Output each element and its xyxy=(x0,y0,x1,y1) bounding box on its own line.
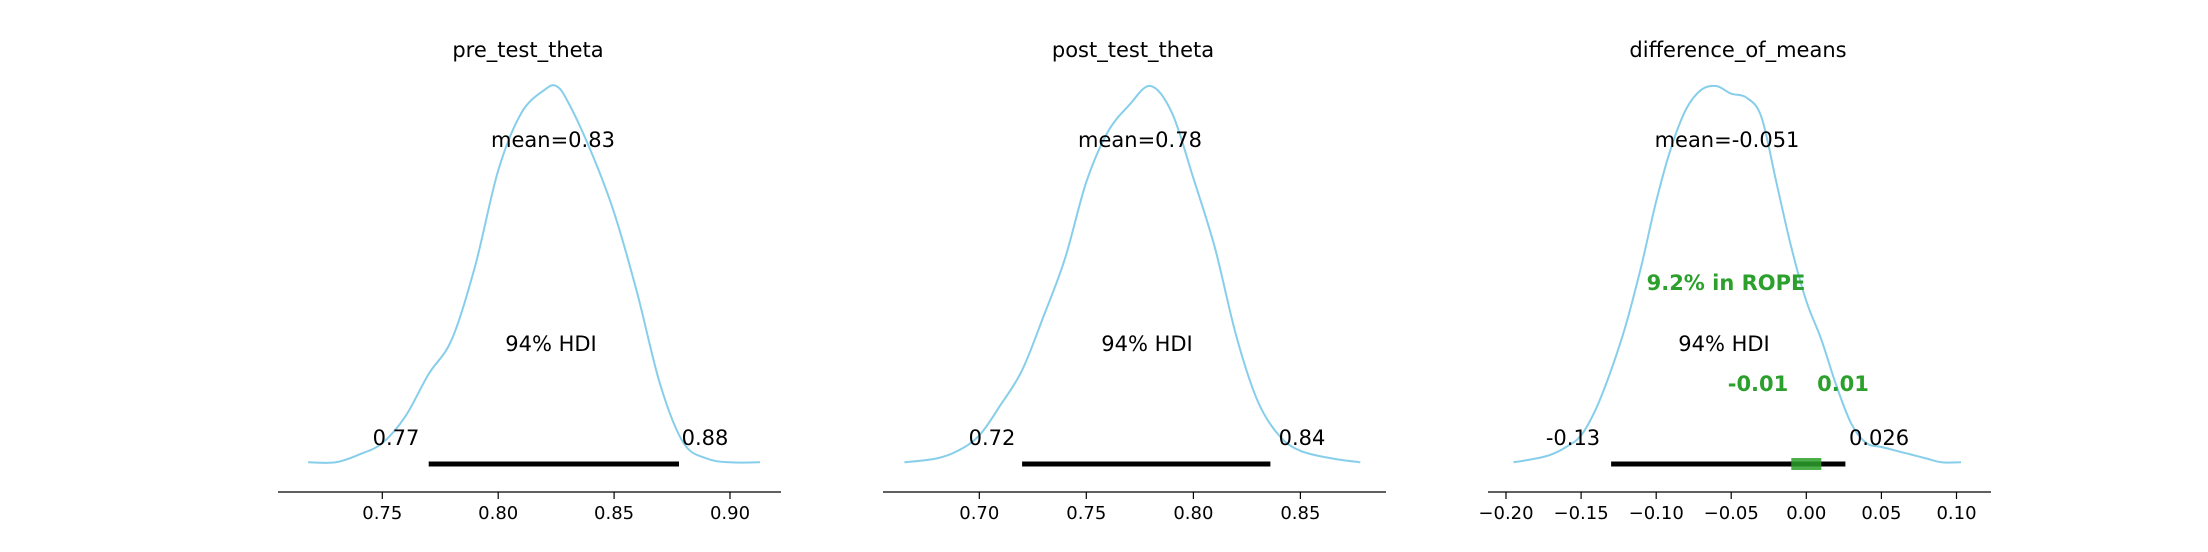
x-tick-label: 0.00 xyxy=(1786,503,1826,524)
hdi-label: 94% HDI xyxy=(1101,332,1193,356)
rope-high-label: 0.01 xyxy=(1817,372,1869,396)
x-tick-label: 0.80 xyxy=(1173,503,1213,524)
panel-title: difference_of_means xyxy=(1629,38,1846,63)
x-tick-label: 0.75 xyxy=(362,503,402,524)
hdi-label: 94% HDI xyxy=(1678,332,1770,356)
rope-low-label: -0.01 xyxy=(1728,372,1789,396)
x-tick-label: 0.10 xyxy=(1936,503,1976,524)
panel-title: pre_test_theta xyxy=(452,38,603,63)
x-axis-ticks: 0.75 0.80 0.85 0.90 xyxy=(362,492,750,524)
x-tick-label: −0.20 xyxy=(1478,503,1533,524)
x-axis-ticks: −0.20 −0.15 −0.10 −0.05 0.00 0.05 0.10 xyxy=(1478,492,1977,524)
x-tick-label: 0.70 xyxy=(959,503,999,524)
hdi-high-label: 0.026 xyxy=(1849,426,1909,450)
rope-bar xyxy=(1791,458,1822,470)
x-tick-label: −0.10 xyxy=(1629,503,1684,524)
panel-title: post_test_theta xyxy=(1052,38,1214,63)
hdi-label: 94% HDI xyxy=(505,332,597,356)
mean-label: mean=0.83 xyxy=(491,128,615,152)
x-tick-label: 0.80 xyxy=(478,503,518,524)
panel-difference-of-means: difference_of_means mean=-0.051 9.2% in … xyxy=(1478,38,1991,524)
x-tick-label: 0.90 xyxy=(710,503,750,524)
density-curve xyxy=(1513,84,1962,464)
x-tick-label: 0.85 xyxy=(594,503,634,524)
hdi-low-label: 0.77 xyxy=(373,426,420,450)
x-tick-label: 0.85 xyxy=(1280,503,1320,524)
x-tick-label: −0.15 xyxy=(1554,503,1609,524)
hdi-high-label: 0.88 xyxy=(682,426,729,450)
hdi-high-label: 0.84 xyxy=(1279,426,1326,450)
density-curve xyxy=(904,84,1361,464)
x-tick-label: −0.05 xyxy=(1704,503,1759,524)
x-axis-ticks: 0.70 0.75 0.80 0.85 xyxy=(959,492,1320,524)
panel-post-test-theta: post_test_theta mean=0.78 94% HDI 0.72 0… xyxy=(883,38,1386,524)
x-tick-label: 0.75 xyxy=(1066,503,1106,524)
mean-label: mean=0.78 xyxy=(1078,128,1202,152)
density-curve xyxy=(308,84,761,464)
panel-pre-test-theta: pre_test_theta mean=0.83 94% HDI 0.77 0.… xyxy=(278,38,781,524)
hdi-low-label: 0.72 xyxy=(969,426,1016,450)
rope-percentage-label: 9.2% in ROPE xyxy=(1647,271,1806,295)
hdi-low-label: -0.13 xyxy=(1546,426,1600,450)
x-tick-label: 0.05 xyxy=(1861,503,1901,524)
mean-label: mean=-0.051 xyxy=(1655,128,1800,152)
